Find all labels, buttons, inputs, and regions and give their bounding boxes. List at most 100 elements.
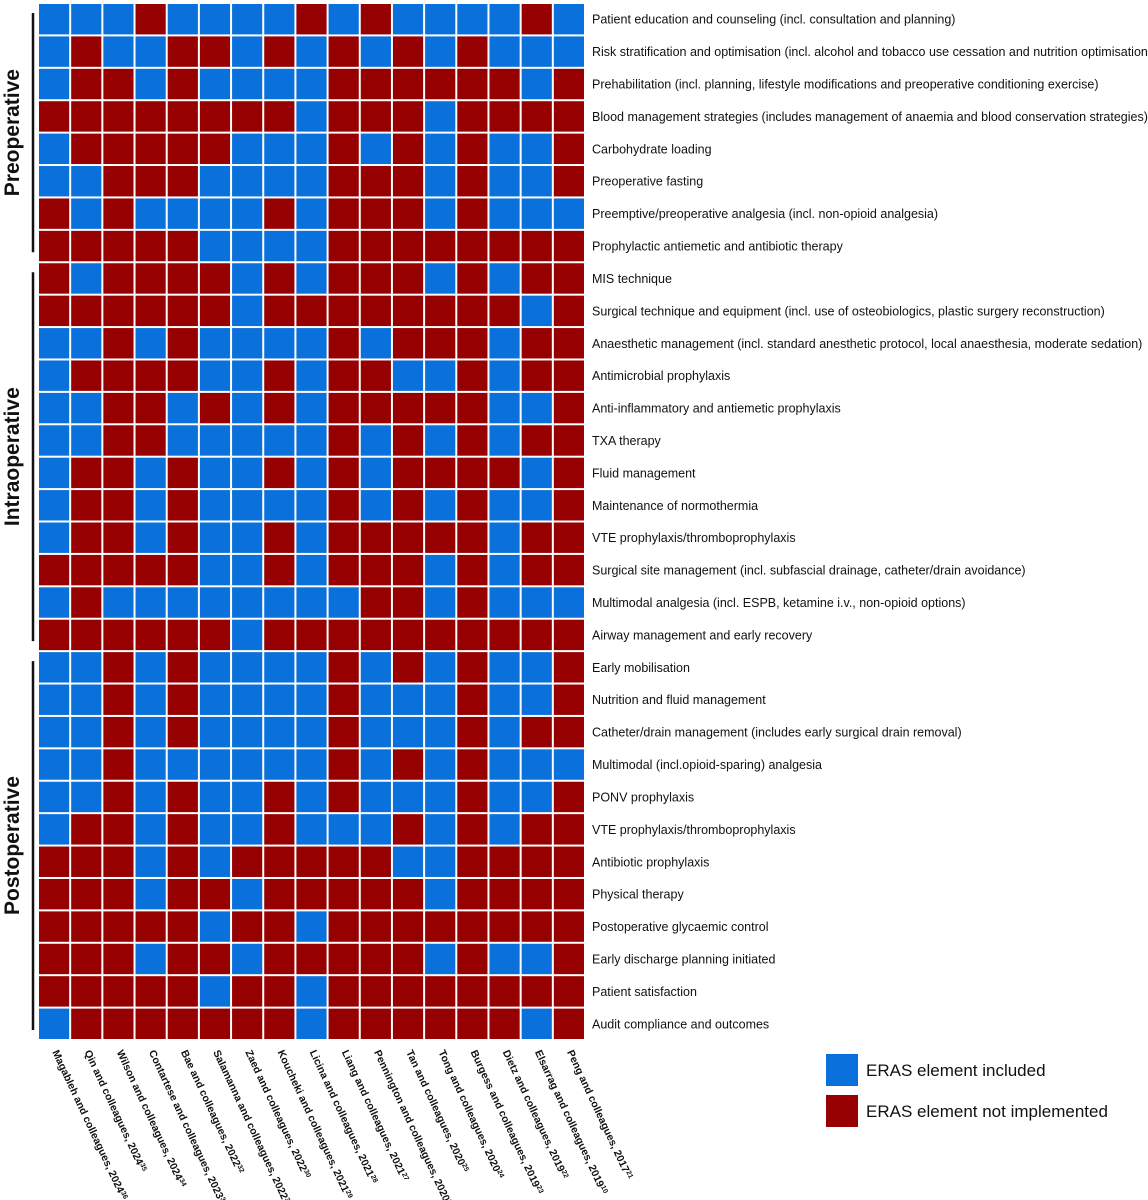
- heatmap-cell: [232, 781, 263, 813]
- heatmap-cell: [199, 328, 231, 359]
- heatmap-cell: [39, 1008, 70, 1039]
- heatmap-cell: [232, 425, 263, 456]
- heatmap-cell: [264, 1008, 295, 1039]
- heatmap-cell: [296, 587, 327, 618]
- heatmap-cell: [457, 230, 488, 262]
- heatmap-cell: [103, 554, 134, 586]
- heatmap-cell: [296, 781, 327, 813]
- heatmap-cell: [232, 4, 263, 35]
- heatmap-cell: [489, 68, 520, 100]
- heatmap-cell: [39, 976, 70, 1007]
- heatmap-cell: [489, 457, 520, 489]
- heatmap-cell: [167, 133, 198, 165]
- heatmap-cell: [328, 133, 359, 165]
- heatmap-cell: [199, 814, 231, 845]
- row-label: Anaesthetic management (incl. standard a…: [592, 337, 1142, 351]
- heatmap-cell: [360, 328, 391, 359]
- heatmap-cell: [135, 1008, 166, 1039]
- heatmap-cell: [489, 522, 520, 553]
- heatmap-cell: [457, 360, 488, 391]
- heatmap-cell: [296, 360, 327, 391]
- heatmap-cell: [103, 652, 134, 683]
- row-label: Airway management and early recovery: [592, 628, 813, 642]
- heatmap-cell: [264, 749, 295, 780]
- heatmap-cell: [135, 425, 166, 456]
- heatmap-cell: [135, 911, 166, 942]
- heatmap-cell: [521, 36, 552, 67]
- heatmap-cell: [521, 198, 552, 229]
- heatmap-cell: [457, 522, 488, 553]
- heatmap-cell: [521, 684, 552, 715]
- heatmap-cell: [360, 295, 391, 327]
- heatmap-cell: [489, 652, 520, 683]
- heatmap-cell: [425, 230, 456, 262]
- heatmap-cell: [71, 198, 102, 229]
- heatmap-cell: [360, 749, 391, 780]
- heatmap-cell: [296, 911, 327, 942]
- heatmap-cell: [296, 263, 327, 294]
- heatmap-cell: [553, 716, 584, 748]
- heatmap-cell: [264, 36, 295, 67]
- heatmap-cell: [135, 328, 166, 359]
- row-label: Patient satisfaction: [592, 985, 697, 999]
- heatmap-cell: [135, 943, 166, 975]
- heatmap-cell: [553, 652, 584, 683]
- heatmap-cell: [39, 716, 70, 748]
- heatmap-cell: [489, 4, 520, 35]
- heatmap-cell: [167, 392, 198, 424]
- row-label: Surgical technique and equipment (incl. …: [592, 304, 1105, 318]
- heatmap-cell: [167, 554, 198, 586]
- heatmap-cell: [296, 976, 327, 1007]
- heatmap-cell: [553, 1008, 584, 1039]
- row-label: Preemptive/preoperative analgesia (incl.…: [592, 207, 938, 221]
- heatmap-cell: [135, 814, 166, 845]
- heatmap-cell: [392, 652, 424, 683]
- heatmap-cell: [199, 490, 231, 521]
- heatmap-cell: [264, 328, 295, 359]
- heatmap-cell: [328, 619, 359, 651]
- heatmap-cell: [232, 749, 263, 780]
- heatmap-cell: [167, 263, 198, 294]
- heatmap-cell: [457, 716, 488, 748]
- heatmap-cell: [199, 68, 231, 100]
- row-label: Surgical site management (incl. subfasci…: [592, 564, 1026, 578]
- heatmap-cell: [457, 587, 488, 618]
- heatmap-cell: [328, 911, 359, 942]
- heatmap-cell: [167, 166, 198, 197]
- heatmap-cell: [296, 457, 327, 489]
- heatmap-cell: [103, 328, 134, 359]
- heatmap-cell: [392, 911, 424, 942]
- heatmap-cell: [553, 522, 584, 553]
- heatmap-cell: [167, 490, 198, 521]
- row-label: Catheter/drain management (includes earl…: [592, 726, 962, 740]
- heatmap-cell: [553, 457, 584, 489]
- heatmap-cell: [264, 392, 295, 424]
- heatmap-cell: [392, 976, 424, 1007]
- heatmap-cell: [167, 814, 198, 845]
- heatmap-cell: [521, 392, 552, 424]
- heatmap-cell: [232, 133, 263, 165]
- row-label: Early mobilisation: [592, 661, 690, 675]
- heatmap-cell: [296, 716, 327, 748]
- heatmap-cell: [167, 457, 198, 489]
- heatmap-cell: [328, 587, 359, 618]
- heatmap-cell: [553, 781, 584, 813]
- heatmap-cell: [103, 392, 134, 424]
- heatmap-cell: [553, 587, 584, 618]
- heatmap-cell: [167, 1008, 198, 1039]
- heatmap-cell: [264, 68, 295, 100]
- heatmap-cell: [360, 198, 391, 229]
- row-label: Postoperative glycaemic control: [592, 920, 768, 934]
- heatmap-cell: [39, 684, 70, 715]
- heatmap-cell: [521, 133, 552, 165]
- heatmap-cell: [489, 263, 520, 294]
- heatmap-cell: [521, 781, 552, 813]
- heatmap-cell: [425, 4, 456, 35]
- heatmap-cell: [103, 619, 134, 651]
- row-label: Anti-inflammatory and antiemetic prophyl…: [592, 402, 841, 416]
- heatmap-cell: [457, 166, 488, 197]
- heatmap-cell: [103, 36, 134, 67]
- heatmap-cell: [39, 878, 70, 910]
- heatmap-cell: [199, 781, 231, 813]
- heatmap-cell: [457, 4, 488, 35]
